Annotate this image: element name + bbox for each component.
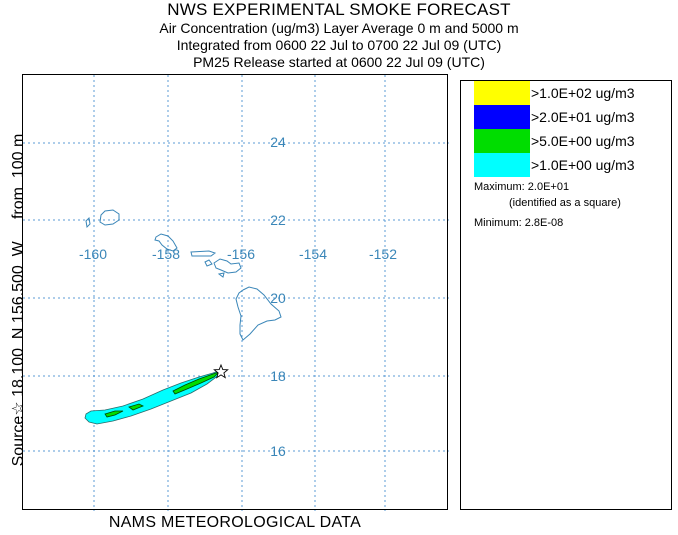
legend-minimum: Minimum: 2.8E-08 — [474, 217, 564, 229]
legend-label-4: >1.0E+00 ug/m3 — [531, 157, 635, 173]
data-source-footer: NAMS METEOROLOGICAL DATA — [108, 514, 362, 531]
release-info: PM25 Release started at 0600 22 Jul 09 (… — [193, 54, 485, 70]
graticule — [23, 75, 449, 511]
star-icon — [213, 363, 229, 379]
lon-label-158: -158 — [152, 246, 180, 262]
map-panel: -160 -158 -156 -154 -152 24 22 20 18 16 — [22, 74, 449, 511]
legend-swatch-yellow — [474, 81, 530, 105]
lat-label-24: 24 — [270, 134, 286, 150]
island-oahu — [154, 233, 178, 252]
lon-label-156: -156 — [227, 246, 255, 262]
concentration-subtitle: Air Concentration (ug/m3) Layer Average … — [159, 20, 519, 36]
lon-label-152: -152 — [369, 246, 397, 262]
lat-label-16: 16 — [270, 443, 286, 459]
legend-label-2: >2.0E+01 ug/m3 — [531, 109, 635, 125]
lat-label-20: 20 — [270, 290, 286, 306]
legend-label-1: >1.0E+02 ug/m3 — [531, 85, 635, 101]
island-maui — [213, 258, 242, 274]
legend-swatch-cyan — [474, 153, 530, 177]
legend-panel: >1.0E+02 ug/m3 >2.0E+01 ug/m3 >5.0E+00 u… — [460, 80, 672, 510]
map-canvas: -160 -158 -156 -154 -152 24 22 20 18 16 — [23, 75, 449, 511]
legend-label-3: >5.0E+00 ug/m3 — [531, 133, 635, 149]
island-kauai — [99, 209, 120, 226]
plume-level-2b — [104, 410, 124, 418]
lat-label-18: 18 — [270, 368, 286, 384]
map-title: NWS EXPERIMENTAL SMOKE FORECAST — [167, 0, 511, 19]
legend-swatch-blue — [474, 105, 530, 129]
integration-period: Integrated from 0600 22 Jul to 0700 22 J… — [176, 37, 502, 53]
lon-label-160: -160 — [79, 246, 107, 262]
island-molokai — [190, 250, 217, 257]
island-lanai — [204, 259, 213, 267]
plume-level-2 — [172, 371, 220, 395]
lat-label-22: 22 — [270, 212, 286, 228]
legend-maximum-note: (identified as a square) — [509, 197, 621, 209]
island-kahoolawe — [217, 272, 225, 278]
island-hawaii — [235, 286, 282, 341]
legend-swatch-green — [474, 129, 530, 153]
lon-label-154: -154 — [299, 246, 327, 262]
island-niihau — [85, 216, 91, 229]
smoke-plume — [84, 369, 222, 425]
plume-level-2c — [128, 403, 144, 411]
legend-maximum: Maximum: 2.0E+01 — [474, 181, 570, 193]
